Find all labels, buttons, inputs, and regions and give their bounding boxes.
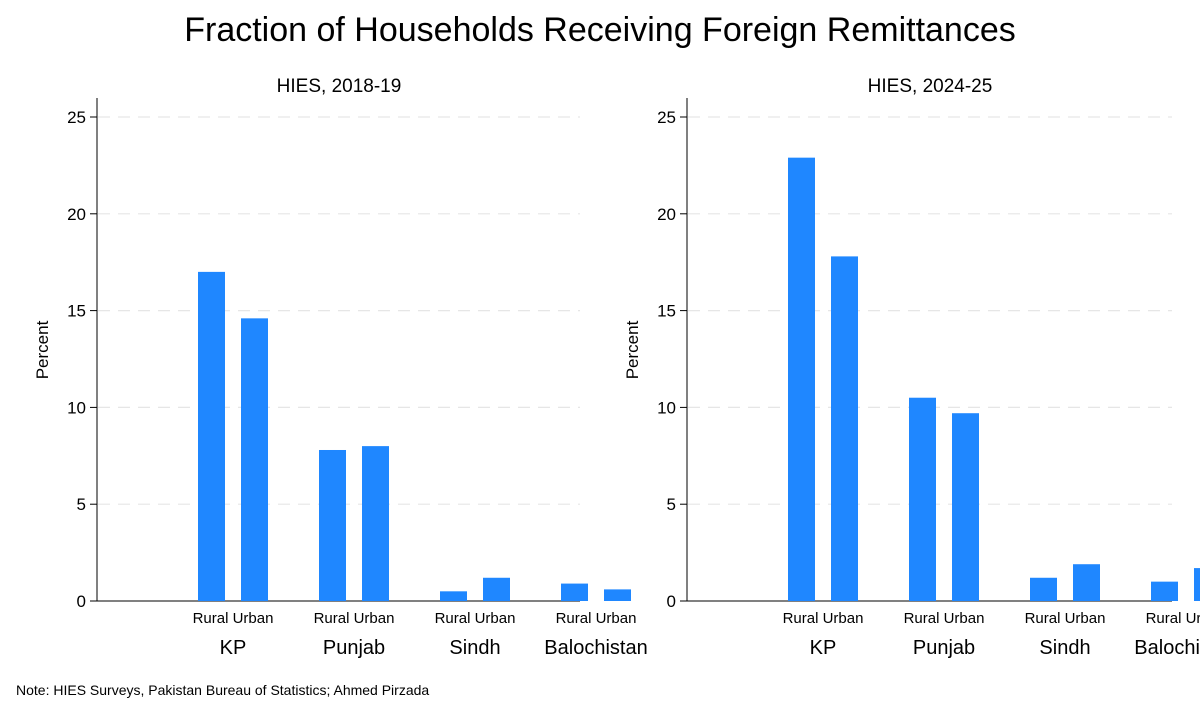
group-label-sindh: Sindh	[449, 637, 500, 659]
y-tick-label: 5	[667, 495, 676, 514]
subcategory-labels: Rural Urban	[904, 610, 985, 627]
group-label-kp: KP	[220, 637, 247, 659]
group-label-punjab: Punjab	[913, 637, 975, 659]
y-tick-label: 5	[77, 495, 86, 514]
chart-panel-1: HIES, 2018-19 Percent 0 5 10 15 20 25 Rural Urba…	[33, 76, 648, 659]
y-tick-label: 10	[67, 398, 86, 417]
y-tick-label: 0	[77, 592, 86, 611]
y-tick-label: 15	[657, 302, 676, 321]
y-tick-label: 10	[657, 398, 676, 417]
chart-main-title: Fraction of Households Receiving Foreign…	[184, 11, 1016, 49]
group-label-kp: KP	[810, 637, 837, 659]
subcategory-labels: Rural Urban	[193, 610, 274, 627]
chart-panel-2: HIES, 2024-25 Percent 0 5 10 15 20 25 Rural Urba…	[623, 76, 1200, 659]
subcategory-labels: Rural Urban	[435, 610, 516, 627]
y-tick-label: 20	[67, 205, 86, 224]
bar-punjab-urban	[362, 446, 389, 601]
source-note: Note: HIES Surveys, Pakistan Bureau of S…	[16, 682, 430, 698]
y-axis-title: Percent	[33, 320, 52, 379]
bar-sindh-rural	[1030, 577, 1057, 601]
bar-kp-rural	[788, 157, 815, 601]
bar-balochistan-rural	[1151, 581, 1178, 601]
y-tick-label: 25	[657, 108, 676, 127]
bar-sindh-urban	[483, 577, 510, 601]
subcategory-labels: Rural Urban	[783, 610, 864, 627]
y-tick-label: 0	[667, 592, 676, 611]
panel-title: HIES, 2024-25	[868, 76, 993, 97]
y-tick-label: 25	[67, 108, 86, 127]
subcategory-labels: Rural Urban	[1146, 610, 1200, 627]
bar-sindh-urban	[1073, 564, 1100, 601]
bar-kp-rural	[198, 271, 225, 601]
bar-balochistan-urban	[1194, 568, 1200, 601]
group-label-balochistan: Balochistan	[1134, 637, 1200, 659]
subcategory-labels: Rural Urban	[314, 610, 395, 627]
bar-punjab-rural	[909, 397, 936, 601]
y-axis-title: Percent	[623, 320, 642, 379]
panel-title: HIES, 2018-19	[277, 76, 402, 97]
bar-balochistan-urban	[604, 589, 631, 601]
bar-kp-urban	[831, 256, 858, 601]
y-tick-label: 20	[657, 205, 676, 224]
bar-balochistan-rural	[561, 583, 588, 601]
bar-sindh-rural	[440, 591, 467, 601]
bar-kp-urban	[241, 318, 268, 601]
group-label-balochistan: Balochistan	[544, 637, 647, 659]
group-label-punjab: Punjab	[323, 637, 385, 659]
bar-punjab-urban	[952, 413, 979, 601]
group-label-sindh: Sindh	[1039, 637, 1090, 659]
subcategory-labels: Rural Urban	[1025, 610, 1106, 627]
subcategory-labels: Rural Urban	[556, 610, 637, 627]
y-tick-label: 15	[67, 302, 86, 321]
bar-punjab-rural	[319, 449, 346, 601]
